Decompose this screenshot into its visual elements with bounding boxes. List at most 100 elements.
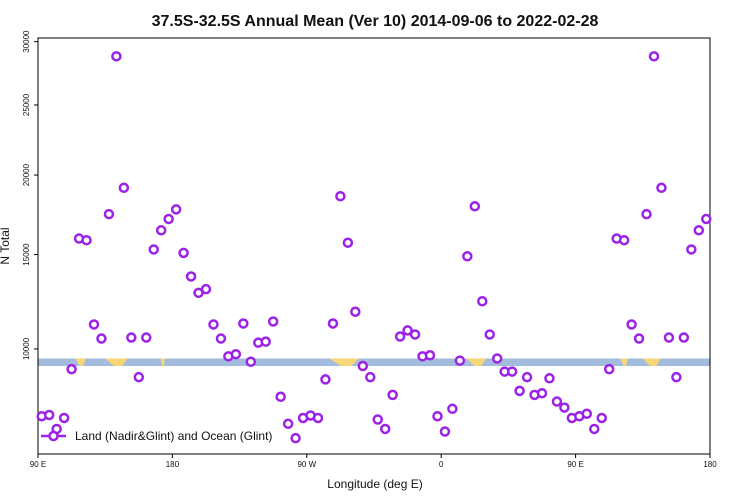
y-tick-label: 20000 — [22, 163, 31, 186]
land-segment — [75, 358, 86, 367]
data-point — [81, 234, 92, 246]
y-tick-label: 15000 — [22, 243, 31, 266]
x-tick-label: 0 — [439, 460, 444, 469]
x-axis-label: Longitude (deg E) — [327, 477, 422, 491]
data-point — [200, 283, 212, 295]
y-tick-label: 10000 — [22, 337, 31, 360]
data-point — [141, 332, 152, 343]
land-segment — [105, 358, 128, 367]
x-axis: 90 E 180 90 W 0 90 E 180 — [30, 454, 717, 469]
data-point — [43, 409, 55, 421]
data-point — [491, 353, 503, 364]
data-point — [424, 350, 436, 361]
data-point — [454, 355, 466, 366]
data-point — [379, 423, 391, 435]
land-segment — [466, 358, 486, 367]
data-point — [58, 412, 70, 424]
data-point — [626, 319, 637, 330]
data-series — [36, 51, 712, 444]
data-point — [335, 190, 346, 202]
data-point — [596, 412, 607, 424]
data-point — [633, 333, 645, 344]
data-point — [521, 371, 533, 383]
land-segment — [329, 358, 360, 367]
data-point — [230, 348, 242, 360]
data-point — [671, 371, 682, 383]
data-point — [312, 412, 324, 424]
y-axis: 10000 15000 20000 25000 30000 — [22, 30, 38, 360]
data-point — [462, 251, 473, 262]
data-point — [185, 271, 197, 282]
data-point — [245, 356, 257, 367]
data-point — [686, 244, 697, 255]
y-axis-label: N Total — [0, 227, 12, 264]
data-point — [133, 371, 145, 383]
data-point — [238, 318, 249, 329]
land-segment — [160, 358, 165, 367]
data-point — [559, 402, 570, 413]
land-segment — [642, 358, 661, 367]
y-tick-label: 30000 — [22, 30, 31, 53]
data-point — [641, 208, 652, 220]
data-point — [506, 366, 518, 377]
x-tick-label: 90 E — [30, 460, 46, 469]
data-point — [603, 363, 615, 375]
data-point — [551, 396, 563, 407]
data-point — [372, 414, 383, 425]
x-tick-label: 90 E — [567, 460, 583, 469]
data-point — [469, 201, 481, 212]
data-point — [178, 247, 189, 259]
land-segment — [620, 358, 628, 367]
data-point — [618, 234, 630, 246]
data-point — [402, 325, 413, 336]
data-point — [439, 426, 451, 437]
data-point — [357, 360, 369, 372]
data-point — [477, 296, 488, 307]
data-point — [581, 408, 593, 419]
data-point — [208, 319, 219, 330]
data-point — [484, 329, 495, 340]
x-tick-label: 180 — [703, 460, 717, 469]
x-tick-label: 90 W — [297, 460, 316, 469]
map-band — [38, 358, 710, 367]
data-point — [275, 391, 286, 403]
x-tick-label: 180 — [166, 460, 180, 469]
data-point — [447, 403, 458, 415]
plot-frame — [37, 37, 711, 455]
ocean-strip — [38, 358, 710, 367]
y-tick-label: 25000 — [22, 93, 31, 116]
data-point — [163, 213, 174, 225]
data-point — [290, 432, 301, 444]
data-point — [215, 333, 227, 344]
data-point — [66, 363, 77, 375]
data-point — [342, 237, 354, 248]
data-point — [88, 319, 100, 330]
data-point — [365, 371, 376, 383]
data-point — [394, 331, 406, 342]
data-point — [701, 213, 712, 225]
data-point — [678, 332, 690, 343]
data-point — [320, 374, 331, 385]
data-point — [536, 387, 548, 399]
data-point — [432, 410, 443, 422]
data-point — [327, 318, 339, 329]
data-point — [350, 306, 361, 317]
data-point — [544, 373, 555, 384]
data-point — [656, 182, 667, 194]
data-point — [267, 316, 279, 327]
data-point — [260, 336, 271, 347]
data-point — [693, 225, 705, 236]
data-point — [103, 208, 115, 220]
data-point — [514, 385, 525, 397]
data-point — [409, 329, 421, 340]
data-point — [126, 332, 137, 343]
data-point — [648, 51, 660, 62]
data-point — [170, 204, 182, 215]
data-point — [118, 182, 130, 194]
data-point — [148, 244, 159, 255]
data-point — [282, 418, 294, 430]
chart-title: 37.5S-32.5S Annual Mean (Ver 10) 2014-09… — [152, 13, 599, 30]
data-point — [589, 423, 600, 435]
legend-label: Land (Nadir&Glint) and Ocean (Glint) — [75, 429, 272, 443]
data-point — [111, 51, 122, 62]
